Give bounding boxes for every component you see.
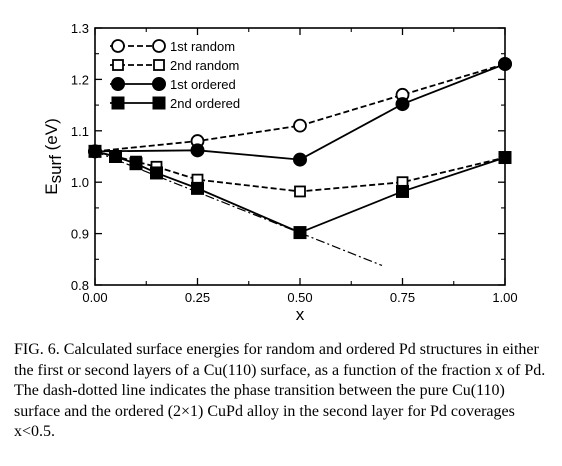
legend-label: 2nd ordered [170, 96, 240, 111]
y-tick-label: 1.1 [71, 124, 89, 139]
y-tick-label: 1.2 [71, 72, 89, 87]
point-filled-square [129, 157, 143, 171]
series-0 [88, 57, 512, 159]
legend-item: 1st ordered [110, 77, 236, 92]
series-line [94, 150, 506, 193]
y-tick-label: 0.8 [71, 278, 89, 293]
series-line [94, 150, 383, 267]
legend: 1st random 2nd random 1st ordered 2nd order… [110, 39, 240, 111]
point-filled-circle [395, 97, 410, 112]
legend-label: 1st random [170, 39, 235, 54]
legend-item: 1st random [110, 39, 235, 54]
legend-label: 1st ordered [170, 77, 236, 92]
point-filled-square [152, 96, 166, 110]
y-tick-label: 1.0 [71, 175, 89, 190]
point-filled-square [191, 181, 204, 195]
point-filled-square [109, 150, 122, 163]
point-open-circle [111, 39, 125, 53]
point-open-square [294, 185, 306, 198]
figure-caption: FIG. 6. Calculated surface energies for … [14, 341, 546, 440]
series-4 [94, 150, 383, 267]
legend-item: 2nd ordered [110, 96, 240, 111]
axes-layer: 0.00 0.25 0.50 0.75 1.00 0.8 0.9 1.0 1.1 1.2 1.3 x E… [42, 21, 518, 324]
series-line [94, 63, 506, 153]
x-axis-label: x [296, 305, 305, 324]
chart: 0.00 0.25 0.50 0.75 1.00 0.8 0.9 1.0 1.1 1.2 1.3 x E… [42, 21, 518, 324]
y-tick-label: 1.3 [71, 21, 89, 36]
legend-label: 2nd random [170, 58, 239, 73]
y-axis-label: Esurf (eV) [42, 118, 65, 195]
x-tick-label: 0.00 [82, 290, 107, 305]
point-open-square [112, 59, 124, 71]
point-open-square [153, 59, 165, 71]
x-tick-label: 1.00 [492, 290, 517, 305]
legend-item: 2nd random [110, 58, 239, 73]
series-layer [88, 56, 512, 267]
y-tick-label: 0.9 [71, 227, 89, 242]
point-filled-circle [190, 143, 205, 158]
series-2 [88, 56, 512, 167]
x-tick-label: 0.75 [390, 290, 415, 305]
point-filled-square [396, 184, 409, 198]
point-filled-square [293, 226, 307, 240]
point-open-circle [293, 118, 307, 133]
x-tick-label: 0.50 [287, 290, 312, 305]
x-tick-label: 0.25 [185, 290, 210, 305]
point-open-circle [152, 39, 166, 53]
point-filled-square [150, 166, 163, 180]
point-filled-circle [111, 77, 125, 91]
point-filled-square [111, 96, 125, 110]
point-filled-circle [293, 152, 307, 167]
point-filled-circle [152, 77, 166, 91]
